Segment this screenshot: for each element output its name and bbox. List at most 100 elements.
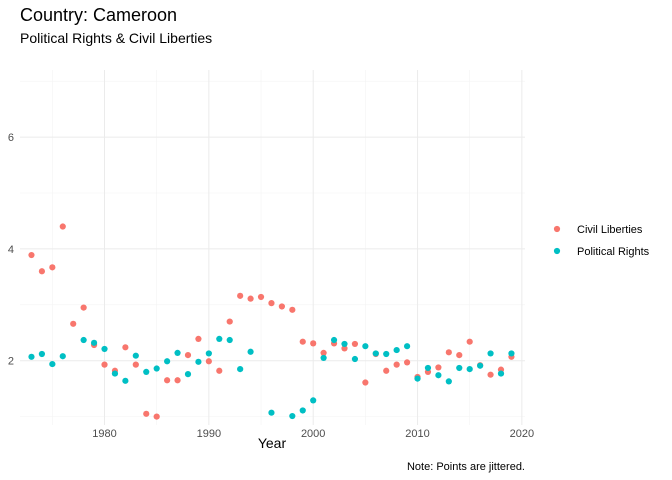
political-rights-point <box>38 350 46 358</box>
civil-liberties-point <box>143 410 150 417</box>
chart-subtitle: Political Rights & Civil Liberties <box>20 30 212 46</box>
civil-liberties-point <box>362 379 369 386</box>
civil-liberties-point <box>456 352 463 359</box>
political-rights-point <box>111 370 119 377</box>
political-rights-point <box>320 354 327 362</box>
political-rights-point <box>195 358 202 365</box>
civil-liberties-point <box>226 318 233 325</box>
civil-liberties-point <box>174 377 181 384</box>
political-rights-point <box>216 335 223 343</box>
civil-liberties-point <box>383 367 390 374</box>
civil-liberties-point <box>59 223 66 230</box>
political-rights-point <box>351 355 359 363</box>
political-rights-point <box>466 365 473 373</box>
civil-liberties-point <box>393 361 400 368</box>
political-rights-point <box>477 362 484 369</box>
legend-label-political-rights: Political Rights <box>577 246 650 258</box>
civil-liberties-point <box>341 345 348 352</box>
x-axis-ticks: 1980 1990 2000 2010 2020 <box>92 428 534 440</box>
civil-liberties-point <box>257 293 265 301</box>
legend-key-civil-liberties <box>553 225 561 233</box>
civil-liberties-point <box>487 371 494 378</box>
civil-liberties-point <box>195 335 202 343</box>
political-rights-point <box>508 350 515 357</box>
political-rights-point <box>487 350 494 357</box>
civil-liberties-point <box>466 338 473 345</box>
political-rights-point <box>299 407 306 414</box>
political-rights-point <box>90 339 98 346</box>
political-rights-point <box>435 372 442 379</box>
civil-liberties-point <box>153 413 160 420</box>
political-rights-point <box>414 375 421 382</box>
political-rights-point <box>341 340 348 348</box>
x-axis-label: Year <box>258 435 287 451</box>
legend-key-political-rights <box>553 247 561 255</box>
political-rights-point <box>205 350 212 357</box>
legend: Civil Liberties Political Rights <box>553 224 650 258</box>
civil-liberties-point <box>310 340 317 347</box>
political-rights-point <box>330 336 338 344</box>
political-rights-point <box>237 365 244 373</box>
x-tick-label: 2020 <box>510 428 534 440</box>
political-rights-point <box>101 345 108 353</box>
political-rights-point <box>49 360 56 368</box>
civil-liberties-point <box>101 361 108 368</box>
civil-liberties-point <box>247 295 254 302</box>
political-rights-point <box>80 336 87 344</box>
political-rights-point <box>372 350 379 357</box>
x-tick-label: 2010 <box>405 428 429 440</box>
civil-liberties-point <box>299 338 306 345</box>
political-rights-point <box>226 336 233 344</box>
political-rights-point <box>424 364 432 372</box>
civil-liberties-point <box>38 268 46 275</box>
data-points <box>28 223 515 420</box>
political-rights-point <box>153 365 160 372</box>
y-tick-label: 2 <box>8 356 14 368</box>
political-rights-point <box>383 350 390 358</box>
political-rights-point <box>59 353 66 360</box>
civil-liberties-point <box>132 361 139 368</box>
civil-liberties-point <box>184 352 192 359</box>
political-rights-point <box>403 343 411 350</box>
political-rights-point <box>393 346 400 354</box>
chart-title: Country: Cameroon <box>20 5 177 25</box>
civil-liberties-point <box>445 349 452 356</box>
political-rights-point <box>174 349 181 356</box>
political-rights-point <box>143 368 150 375</box>
civil-liberties-point <box>80 304 87 311</box>
civil-liberties-point <box>289 306 296 313</box>
civil-liberties-point <box>164 377 171 384</box>
x-tick-label: 1980 <box>92 428 116 440</box>
chart-caption: Note: Points are jittered. <box>407 461 525 473</box>
civil-liberties-point <box>435 364 442 371</box>
political-rights-point <box>289 412 296 420</box>
political-rights-point <box>310 397 317 404</box>
y-tick-label: 4 <box>8 244 14 256</box>
y-axis-ticks: 2 4 6 <box>8 132 14 368</box>
political-rights-point <box>268 409 275 416</box>
civil-liberties-point <box>237 292 244 299</box>
civil-liberties-point <box>278 303 285 310</box>
civil-liberties-point <box>49 264 56 271</box>
political-rights-point <box>362 343 369 350</box>
civil-liberties-point <box>28 251 35 259</box>
x-tick-label: 2000 <box>301 428 325 440</box>
civil-liberties-point <box>320 349 327 356</box>
political-rights-point <box>456 364 463 372</box>
civil-liberties-point <box>268 300 275 307</box>
legend-label-civil-liberties: Civil Liberties <box>577 224 643 236</box>
political-rights-point <box>28 353 35 360</box>
political-rights-point <box>184 371 192 378</box>
political-rights-point <box>132 352 139 359</box>
political-rights-point <box>445 378 452 385</box>
civil-liberties-point <box>122 344 129 351</box>
civil-liberties-point <box>403 359 411 366</box>
civil-liberties-point <box>205 358 212 365</box>
x-tick-label: 1990 <box>197 428 221 440</box>
y-tick-label: 6 <box>8 132 14 144</box>
political-rights-point <box>497 370 505 377</box>
civil-liberties-point <box>216 367 223 374</box>
political-rights-point <box>164 358 171 365</box>
civil-liberties-point <box>351 340 359 348</box>
